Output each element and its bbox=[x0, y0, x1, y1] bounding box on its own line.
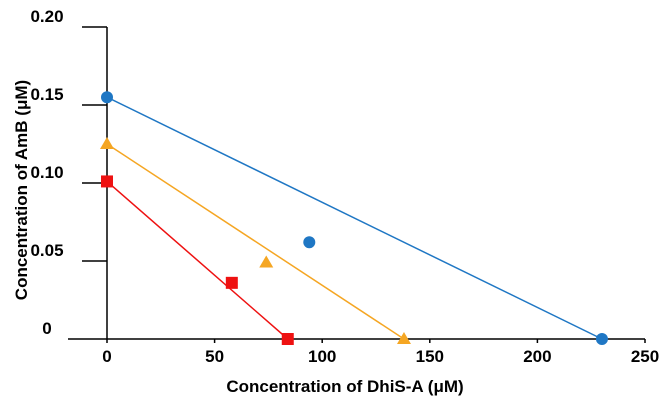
fit-line-triangle bbox=[106, 143, 405, 340]
fit-line-square bbox=[106, 180, 289, 340]
data-point-triangle bbox=[100, 137, 114, 149]
data-point-square bbox=[101, 175, 113, 188]
data-point-circle bbox=[595, 333, 608, 345]
data-point-triangle bbox=[396, 332, 411, 344]
x-tick-label: 100 bbox=[308, 347, 336, 366]
y-tick-label: 0.15 bbox=[30, 85, 63, 104]
y-tick-label: 0.05 bbox=[30, 241, 63, 260]
x-tick-label: 50 bbox=[205, 347, 224, 366]
y-tick-label: 0.10 bbox=[30, 163, 63, 182]
fit-line-circle bbox=[106, 96, 603, 340]
x-tick-label: 250 bbox=[631, 347, 659, 366]
x-ticks: 0 50 100 150 200 250 bbox=[102, 339, 659, 366]
y-ticks: 0 0.05 0.10 0.15 0.20 bbox=[30, 7, 107, 338]
data-points bbox=[100, 91, 608, 345]
x-axis-title: Concentration of DhiS-A (μM) bbox=[226, 377, 463, 396]
y-axis-title: Concentration of AmB (μM) bbox=[12, 80, 31, 300]
data-point-circle bbox=[303, 236, 316, 249]
fit-lines bbox=[106, 96, 603, 340]
y-tick-label: 0 bbox=[42, 319, 51, 338]
y-tick-label: 0.20 bbox=[30, 7, 63, 26]
x-tick-label: 150 bbox=[416, 347, 444, 366]
axes bbox=[68, 27, 645, 340]
x-tick-label: 200 bbox=[523, 347, 551, 366]
data-point-square bbox=[225, 276, 238, 289]
data-point-square bbox=[281, 333, 294, 345]
data-point-triangle bbox=[259, 255, 274, 268]
x-tick-label: 0 bbox=[102, 347, 111, 366]
data-point-circle bbox=[101, 91, 113, 104]
